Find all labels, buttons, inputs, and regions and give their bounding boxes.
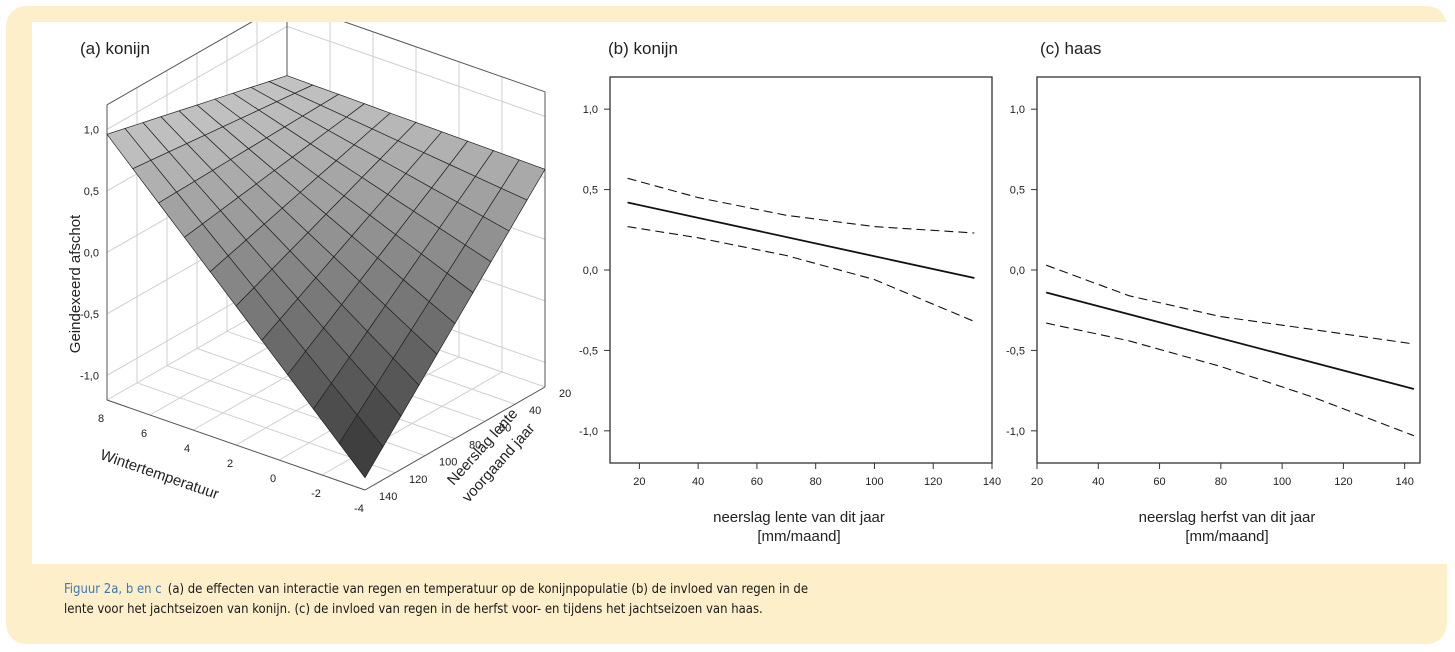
- caption-lead: Figuur 2a, b en c: [64, 582, 162, 597]
- panel-c-line-chart: (c) haas 1,0 0,5 0,0 -0,5 -1,0 20 40 60 80 100 12…: [1006, 39, 1421, 545]
- panel-a-y-tick-label: 60: [499, 422, 511, 434]
- figure-panel: (a) konijn Geindexeerd afschot 1,0 0,5 0,0…: [32, 22, 1450, 564]
- b-y-tick-label: 0,5: [583, 185, 598, 197]
- b-y-tick-label: 0,0: [583, 265, 598, 277]
- panel-b-series: [627, 177, 975, 323]
- b-x-tick-label: 80: [810, 476, 822, 488]
- panel-b-x-ticks: 20 40 60 80 100 120 140: [633, 463, 1001, 488]
- panel-a-z-tick-label: 0,0: [84, 247, 99, 259]
- panel-a-x-tick-label: -2: [311, 488, 321, 500]
- c-confidence-line-2: [1046, 322, 1415, 437]
- panel-a-z-ticks: 1,0 0,5 0,0 -0,5 -1,0: [80, 124, 99, 382]
- panel-a-frame-edge: [343, 22, 546, 93]
- b-x-tick-label: 40: [692, 476, 704, 488]
- panel-c-xlabel-2: [mm/maand]: [1185, 528, 1268, 545]
- panel-a-xlabel: Wintertemperatuur: [98, 446, 221, 503]
- panel-a-y-tick-label: 120: [409, 474, 427, 486]
- panel-c-xlabel-1: neerslag herfst van dit jaar: [1139, 509, 1316, 526]
- b-confidence-line-2: [627, 226, 975, 323]
- panel-a-x-tick-label: 4: [184, 443, 190, 455]
- c-confidence-line-1: [1046, 264, 1414, 345]
- panel-a-x-tick-label: 2: [227, 458, 233, 470]
- panel-c-series: [1045, 264, 1415, 437]
- panel-a-y-tick-label: 100: [439, 457, 457, 469]
- panel-a-surface-plot: (a) konijn Geindexeerd afschot 1,0 0,5 0,0…: [67, 22, 571, 515]
- c-x-tick-label: 60: [1153, 476, 1165, 488]
- panel-b-line-chart: (b) konijn 1,0 0,5 0,0 -0,5 -1,0 20 40 60 80 100…: [579, 39, 1001, 545]
- c-x-tick-label: 40: [1092, 476, 1104, 488]
- c-x-tick-label: 100: [1273, 476, 1291, 488]
- c-y-tick-label: 1,0: [1010, 104, 1025, 116]
- panel-a-y-tick-label: 140: [379, 491, 397, 503]
- panel-a-z-tick-label: 0,5: [84, 186, 99, 198]
- panel-a-surface-patch: [338, 414, 384, 479]
- panel-c-title: (c) haas: [1040, 39, 1101, 58]
- b-x-tick-label: 20: [633, 476, 645, 488]
- panel-a-x-ticks: 8 6 4 2 0 -2 -4: [98, 413, 364, 515]
- b-x-tick-label: 100: [865, 476, 883, 488]
- c-y-tick-label: -1,0: [1006, 426, 1025, 438]
- c-y-tick-label: -0,5: [1006, 345, 1025, 357]
- panel-a-z-tick-label: -0,5: [80, 309, 99, 321]
- panel-b-title: (b) konijn: [608, 39, 678, 58]
- panel-a-frame-edge: [364, 386, 546, 491]
- panel-a-x-tick-label: 8: [98, 413, 104, 425]
- c-fit-line: [1045, 291, 1415, 390]
- caption-line-2: lente voor het jachtseizoen van konijn. …: [64, 602, 763, 617]
- panel-a-x-tick-label: 6: [141, 428, 147, 440]
- b-y-tick-label: -1,0: [579, 426, 598, 438]
- b-y-tick-label: 1,0: [583, 104, 598, 116]
- b-fit-line: [627, 201, 975, 279]
- panel-a-title: (a) konijn: [80, 39, 150, 58]
- figure-caption: Figuur 2a, b en c (a) de effecten van int…: [64, 580, 1164, 620]
- panel-c-x-ticks: 20 40 60 80 100 120 140: [1031, 463, 1414, 488]
- c-y-tick-label: 0,5: [1010, 185, 1025, 197]
- panel-a-y-tick-label: 40: [529, 405, 541, 417]
- b-x-tick-label: 60: [751, 476, 763, 488]
- panel-a-x-tick-label: 0: [270, 473, 276, 485]
- c-x-tick-label: 20: [1031, 476, 1043, 488]
- panel-b-xlabel-2: [mm/maand]: [757, 528, 840, 545]
- panel-c-plot-area: [1036, 76, 1421, 464]
- c-y-tick-label: 0,0: [1010, 265, 1025, 277]
- b-x-tick-label: 120: [924, 476, 942, 488]
- panel-a-z-tick-label: -1,0: [80, 370, 99, 382]
- b-confidence-line-1: [627, 177, 975, 234]
- b-y-tick-label: -0,5: [579, 345, 598, 357]
- panel-a-zlabel: Geindexeerd afschot: [67, 214, 84, 353]
- panel-a-y-tick-label: 20: [559, 388, 571, 400]
- panel-a-y-ticks: 20 40 60 80 100 120 140: [379, 388, 571, 503]
- panel-b-y-ticks: 1,0 0,5 0,0 -0,5 -1,0: [579, 104, 610, 438]
- panel-a-x-tick-label: -4: [354, 503, 364, 515]
- c-x-tick-label: 120: [1334, 476, 1352, 488]
- b-x-tick-label: 140: [983, 476, 1001, 488]
- panel-a-frame-edge: [106, 22, 253, 106]
- c-x-tick-label: 140: [1396, 476, 1414, 488]
- panel-a-surface: [106, 75, 546, 479]
- caption-line-1: (a) de effecten van interactie van regen…: [167, 582, 809, 597]
- panel-b-xlabel-1: neerslag lente van dit jaar: [713, 509, 885, 526]
- panel-c-y-ticks: 1,0 0,5 0,0 -0,5 -1,0: [1006, 104, 1037, 438]
- c-x-tick-label: 80: [1215, 476, 1227, 488]
- figure-svg: (a) konijn Geindexeerd afschot 1,0 0,5 0,0…: [67, 22, 1421, 545]
- panel-a-z-tick-label: 1,0: [84, 124, 99, 136]
- panel-a-y-tick-label: 80: [469, 440, 481, 452]
- panel-a-frame-edge: [106, 399, 366, 491]
